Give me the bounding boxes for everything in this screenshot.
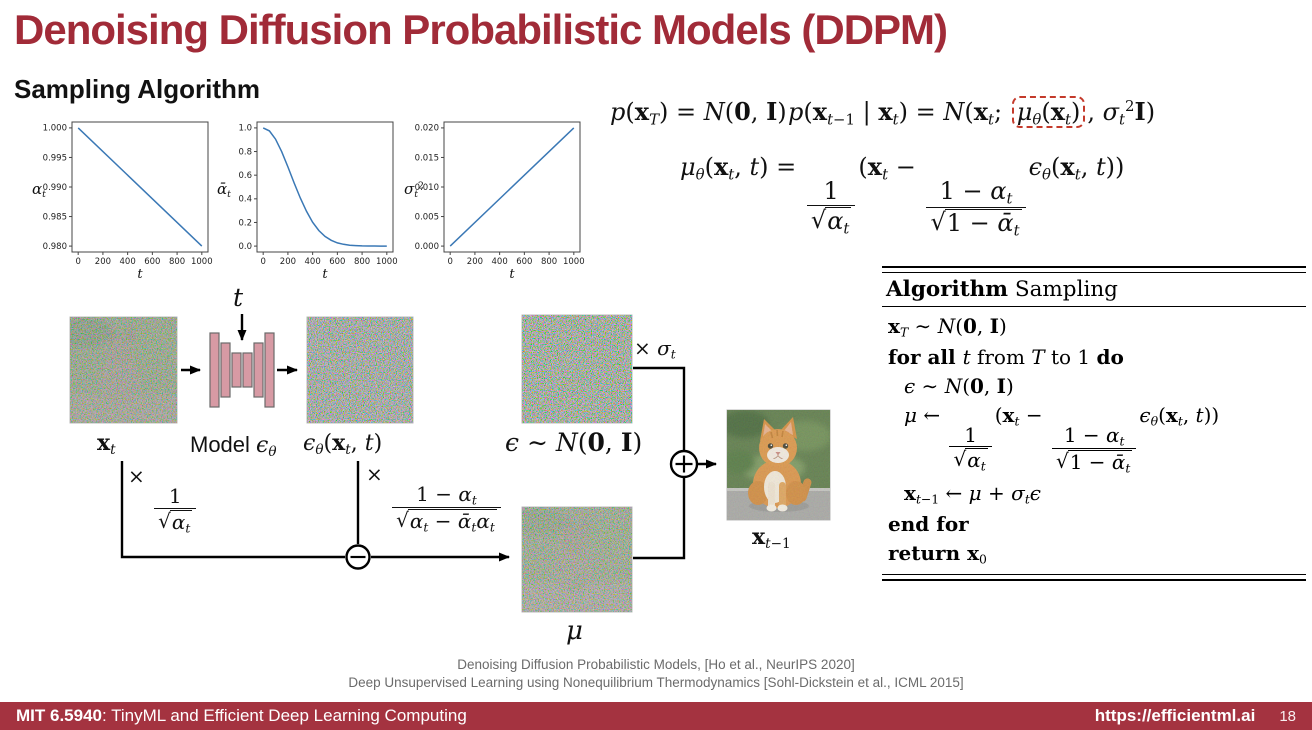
sigma-scale-label: × σt bbox=[634, 336, 676, 362]
svg-text:1.0: 1.0 bbox=[238, 124, 252, 134]
svg-text:400: 400 bbox=[120, 257, 136, 267]
algorithm-box: Algorithm Sampling xT ∼ N(0, I) for all t… bbox=[882, 266, 1306, 582]
mu-label: μ bbox=[566, 616, 583, 646]
svg-text:0.015: 0.015 bbox=[415, 153, 439, 163]
xt-minus-1-label: xt−1 bbox=[752, 524, 791, 553]
alpha-chart-ylabel: αt bbox=[32, 180, 46, 200]
alpha-schedule-chart: αt 0 200 400 600 800 1000 0.980 0.985 0.990 0.995… bbox=[26, 116, 218, 282]
scale-xt-label: × 1 √ αt bbox=[128, 464, 199, 536]
sampled-noise-image bbox=[522, 315, 632, 423]
svg-text:600: 600 bbox=[516, 257, 532, 267]
clean-cat-image bbox=[721, 410, 831, 520]
svg-text:0.6: 0.6 bbox=[238, 171, 252, 181]
section-heading: Sampling Algorithm bbox=[14, 74, 261, 104]
svg-text:0.2: 0.2 bbox=[238, 218, 252, 228]
minus-operator-icon bbox=[345, 544, 371, 570]
svg-text:0.000: 0.000 bbox=[415, 242, 439, 252]
model-label: Model ϵθ bbox=[190, 432, 277, 461]
alpha-chart-plot: 0 200 400 600 800 1000 0.980 0.985 0.990 0.995 1.0… bbox=[43, 121, 213, 282]
footer-page-number: 18 bbox=[1279, 707, 1296, 725]
svg-text:800: 800 bbox=[169, 257, 185, 267]
svg-text:0.985: 0.985 bbox=[43, 212, 67, 222]
svg-text:0.005: 0.005 bbox=[415, 212, 439, 222]
svg-text:600: 600 bbox=[144, 257, 160, 267]
svg-text:800: 800 bbox=[541, 257, 557, 267]
plus-operator-icon bbox=[669, 449, 699, 479]
algorithm-header: Algorithm Sampling bbox=[886, 277, 1118, 302]
svg-text:600: 600 bbox=[329, 257, 345, 267]
algorithm-line: xT ∼ N(0, I) bbox=[888, 314, 1007, 340]
svg-text:0: 0 bbox=[75, 257, 80, 267]
svg-text:1.000: 1.000 bbox=[43, 124, 67, 134]
svg-text:t: t bbox=[322, 267, 328, 282]
alpha-bar-schedule-chart: ᾱt 0 200 400 600 800 1000 0.0 0.2 0.4 0.6 0.8 1.0 t bbox=[211, 116, 403, 282]
line-mu-to-plus bbox=[633, 478, 686, 560]
noisy-mean-image-mu bbox=[510, 507, 636, 612]
equation-prior: p(xT) = N(0, I) bbox=[610, 97, 787, 129]
svg-text:400: 400 bbox=[305, 257, 321, 267]
svg-text:0.010: 0.010 bbox=[415, 183, 439, 193]
predicted-noise-label: ϵθ(xt, t) bbox=[303, 430, 383, 459]
svg-text:200: 200 bbox=[467, 257, 483, 267]
algorithm-line: xt−1 ← μ + σtϵ bbox=[904, 480, 1041, 507]
svg-text:0.990: 0.990 bbox=[43, 183, 67, 193]
svg-text:0.0: 0.0 bbox=[238, 242, 252, 252]
svg-text:1000: 1000 bbox=[376, 257, 398, 267]
algorithm-rule-bottom bbox=[882, 574, 1306, 582]
svg-text:0: 0 bbox=[260, 257, 265, 267]
algorithm-line: return x0 bbox=[888, 540, 987, 567]
citation-line-2: Deep Unsupervised Learning using Nonequi… bbox=[348, 675, 964, 690]
algorithm-rule-top bbox=[882, 266, 1306, 273]
scale-noise-label: × 1 − αt √ αt − ᾱtαt bbox=[366, 462, 504, 535]
equation-posterior: p(xt−1 | xt) = N(xt; μθ(xt), σt2I) bbox=[788, 96, 1156, 129]
footer-course: MIT 6.5940: TinyML and Efficient Deep Le… bbox=[16, 706, 467, 726]
alpha-bar-chart-plot: 0 200 400 600 800 1000 0.0 0.2 0.4 0.6 0.8 1.0 t bbox=[238, 121, 398, 282]
svg-text:0.4: 0.4 bbox=[238, 195, 252, 205]
sigma2-schedule-chart: σt2 0 200 400 600 800 1000 0.000 0.005 0.010 0.01… bbox=[398, 116, 590, 282]
footer-url: https://efficientml.ai bbox=[1094, 706, 1256, 725]
noisy-cat-image-xt bbox=[56, 317, 180, 423]
footer-course-code: MIT 6.5940 bbox=[16, 706, 102, 725]
svg-text:1000: 1000 bbox=[191, 257, 213, 267]
svg-text:0.980: 0.980 bbox=[43, 242, 67, 252]
footer-course-title: : TinyML and Efficient Deep Learning Com… bbox=[102, 706, 467, 725]
timestep-label: t bbox=[233, 283, 244, 312]
svg-text:t: t bbox=[509, 267, 515, 282]
svg-text:200: 200 bbox=[95, 257, 111, 267]
svg-text:0.020: 0.020 bbox=[415, 124, 439, 134]
sampled-noise-label: ϵ ∼ N(0, I) bbox=[505, 428, 643, 457]
footer-bar: MIT 6.5940: TinyML and Efficient Deep Le… bbox=[0, 702, 1312, 730]
svg-text:200: 200 bbox=[280, 257, 296, 267]
algorithm-body: xT ∼ N(0, I) for all t from T to 1 do ϵ ∼ … bbox=[882, 314, 1306, 566]
citation-line-1: Denoising Diffusion Probabilistic Models… bbox=[457, 657, 855, 672]
svg-text:0.8: 0.8 bbox=[238, 147, 252, 157]
predicted-noise-image bbox=[307, 317, 413, 423]
algorithm-line: end for bbox=[888, 511, 969, 536]
svg-text:1000: 1000 bbox=[563, 257, 585, 267]
sigma2-chart-ylabel: σt2 bbox=[404, 180, 424, 200]
alpha-bar-chart-ylabel: ᾱt bbox=[217, 180, 231, 200]
xt-label: xt bbox=[97, 430, 116, 459]
equation-mu: μθ(xt, t) = 1 √ αt (xt − 1 − αt √ 1 − ᾱt ϵθ(xt… bbox=[680, 152, 1125, 239]
algorithm-rule-mid bbox=[882, 306, 1306, 307]
algorithm-line: ϵ ∼ N(0, I) bbox=[904, 373, 1014, 398]
svg-text:0.995: 0.995 bbox=[43, 153, 67, 163]
svg-text:t: t bbox=[137, 267, 143, 282]
svg-text:0: 0 bbox=[447, 257, 452, 267]
svg-text:800: 800 bbox=[354, 257, 370, 267]
unet-model-icon bbox=[209, 332, 275, 408]
sigma2-chart-plot: 0 200 400 600 800 1000 0.000 0.005 0.010 0.015 0.0… bbox=[415, 121, 585, 282]
svg-text:400: 400 bbox=[492, 257, 508, 267]
page-title: Denoising Diffusion Probabilistic Models… bbox=[14, 6, 948, 53]
algorithm-line: for all t from T to 1 do bbox=[888, 344, 1124, 369]
algorithm-line: μ ← 1 √ αt (xt − 1 − αt √ 1 − ᾱt ϵθ(xt, t)) bbox=[904, 402, 1220, 476]
